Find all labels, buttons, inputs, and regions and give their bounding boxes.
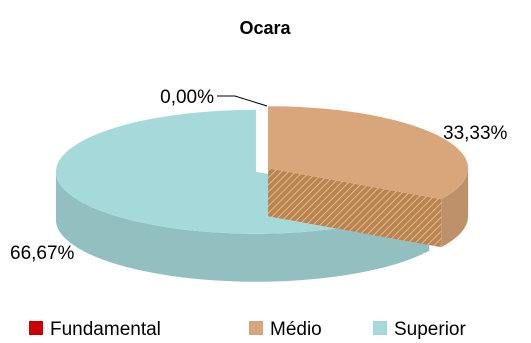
pie-slice-top [268, 106, 469, 200]
legend-label-superior: Superior [394, 319, 466, 340]
data-label-medio: 33,33% [443, 123, 508, 144]
legend-swatch-superior [373, 321, 387, 335]
data-label-fundamental: 0,00% [160, 87, 214, 108]
pie-slice-side [441, 168, 469, 248]
legend: Fundamental Médio Superior [29, 319, 466, 340]
legend-swatch-fundamental [29, 321, 43, 335]
legend-swatch-medio [249, 321, 263, 335]
leader-line [217, 95, 268, 107]
legend-label-fundamental: Fundamental [50, 319, 161, 340]
pie-slice-medio [268, 106, 469, 248]
legend-label-medio: Médio [270, 319, 322, 340]
pie-plot-area [55, 106, 469, 282]
data-labels: 0,00% 33,33% 66,67% [10, 87, 508, 264]
chart-title: Ocara [239, 18, 291, 38]
data-label-superior: 66,67% [10, 243, 75, 264]
pie-slice-cut-face [268, 168, 442, 248]
pie-slice-side [55, 171, 430, 282]
